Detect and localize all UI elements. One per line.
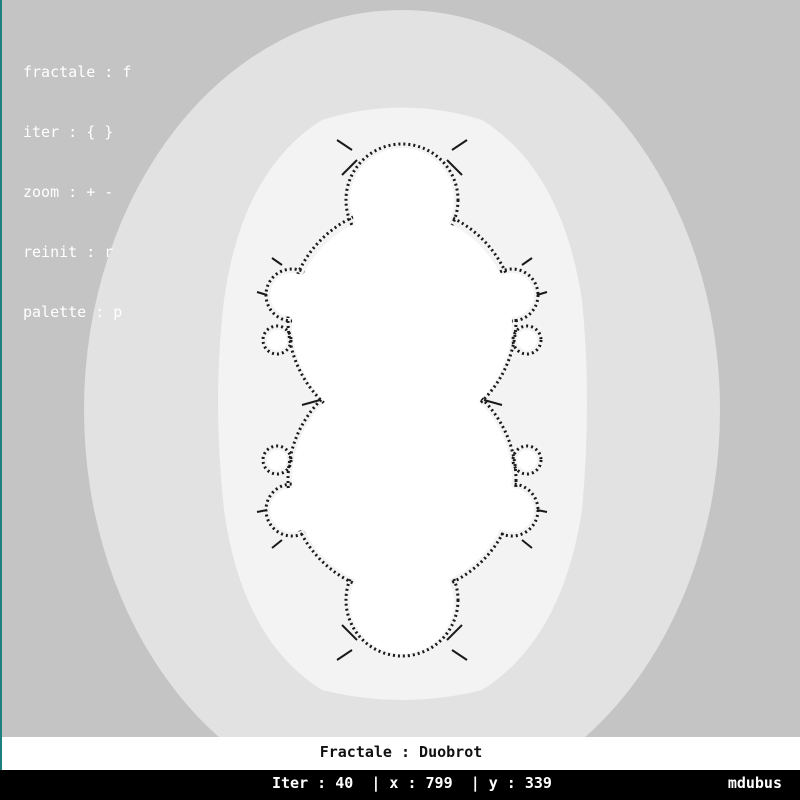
help-iter-key: iter : { }: [23, 123, 114, 141]
status-values: Iter : 40 | x : 799 | y : 339: [272, 770, 552, 796]
duobrot-fractal-render[interactable]: [2, 0, 800, 737]
help-palette-key: palette : p: [23, 303, 123, 321]
fractal-canvas[interactable]: fractale : f iter : { } zoom : + - reini…: [2, 0, 800, 737]
status-x: | x : 799: [371, 774, 453, 792]
fractal-title: Fractale : Duobrot: [319, 743, 483, 761]
status-y: | y : 339: [470, 774, 552, 792]
help-zoom-key: zoom : + -: [23, 183, 114, 201]
fractal-filaments: [256, 139, 548, 661]
status-author: mdubus: [727, 774, 782, 792]
keyboard-help: fractale : f iter : { } zoom : + - reini…: [23, 22, 131, 362]
window-left-border: [0, 0, 2, 770]
fractal-interior: [267, 148, 537, 654]
help-fractal-key: fractale : f: [23, 63, 132, 81]
status-iter: Iter : 40: [272, 774, 354, 792]
fractal-title-bar: Fractale : Duobrot: [2, 737, 800, 770]
status-bar: Iter : 40 | x : 799 | y : 339 mdubus: [0, 770, 800, 800]
help-reinit-key: reinit : r: [23, 243, 114, 261]
